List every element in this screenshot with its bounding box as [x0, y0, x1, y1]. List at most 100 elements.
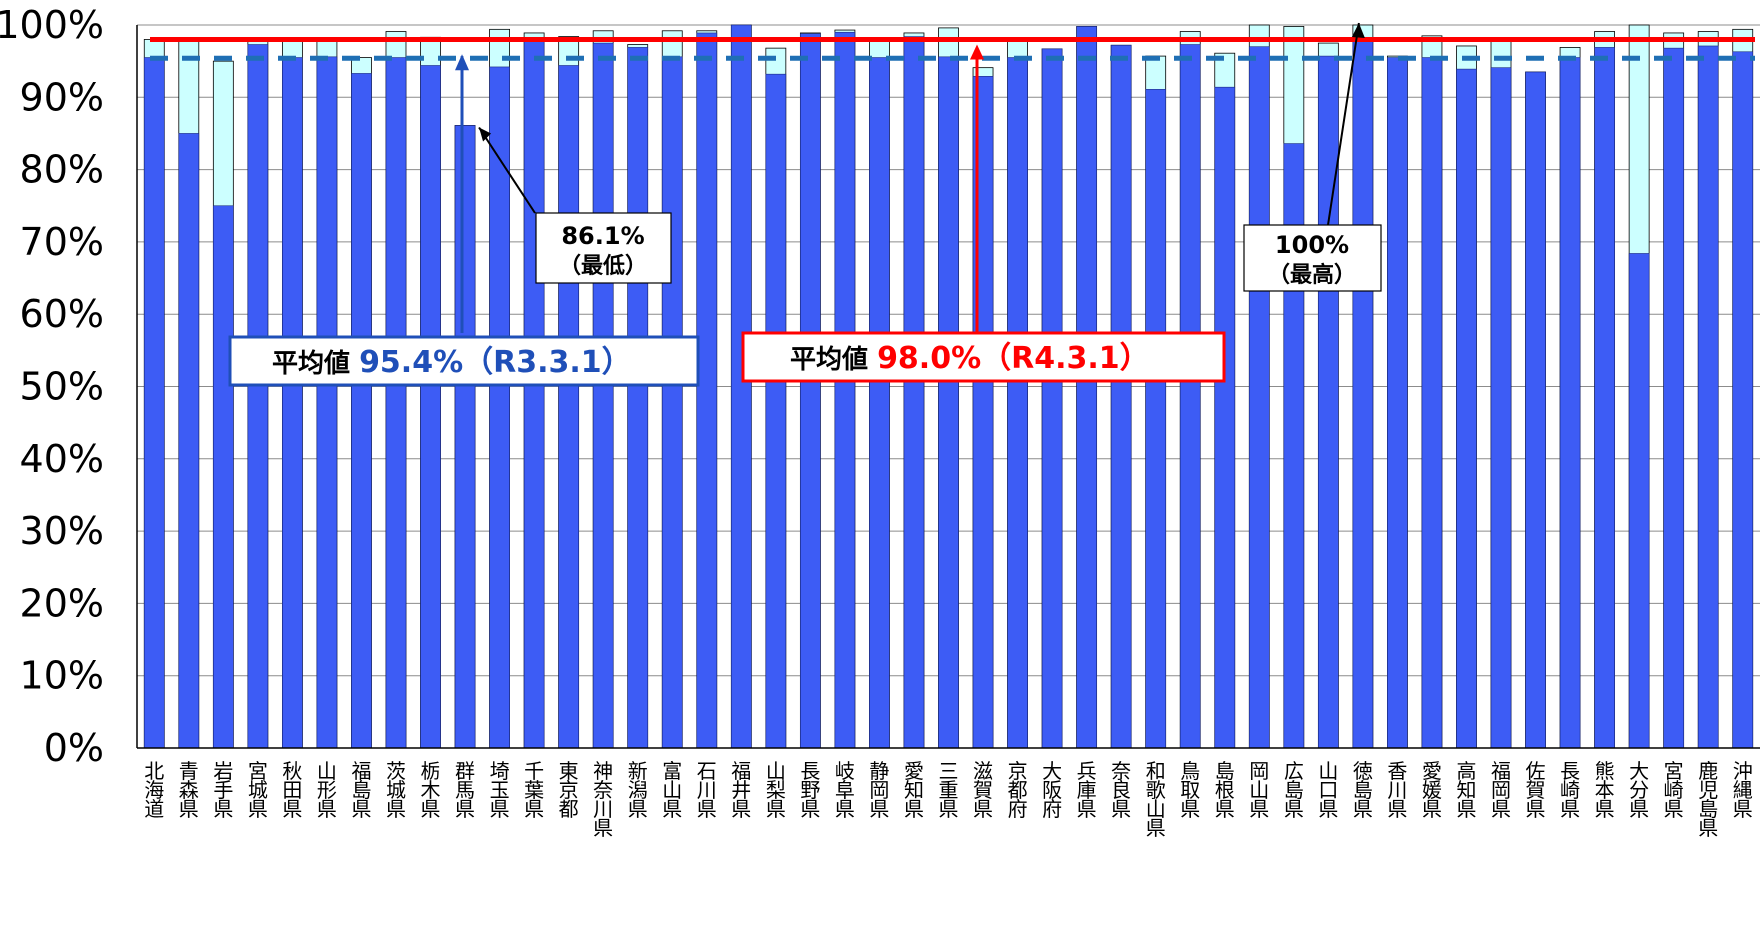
x-tick-label: 沖縄県 [1733, 759, 1753, 821]
bar-r3 [1663, 47, 1684, 749]
x-tick-label: 富山県 [662, 759, 682, 821]
avg-r3-label: 平均値 95.4%（R3.3.1） [272, 345, 632, 380]
y-axis-ticks: 0% 10% 20% 30% 40% 50% 60% 70% 80% 90% 100% [0, 3, 104, 770]
bar-r3 [178, 133, 200, 749]
x-tick-label: 福井県 [731, 759, 751, 821]
bar-r3 [765, 73, 787, 749]
bar-r3 [282, 57, 303, 749]
bar-r3 [523, 40, 545, 749]
x-tick-label: 京都府 [1008, 759, 1028, 821]
x-tick-label: 千葉県 [524, 759, 544, 821]
x-tick-label: 秋田県 [282, 759, 302, 821]
x-tick-label: 岐阜県 [835, 759, 855, 821]
x-tick-label: 北海道 [144, 759, 164, 821]
bars [143, 24, 1754, 749]
x-tick-label: 福岡県 [1491, 759, 1511, 821]
bar-r3 [1110, 44, 1132, 749]
bar-r3 [1214, 86, 1236, 749]
x-tick-label: 青森県 [179, 759, 199, 821]
avg-r3-box [228, 335, 700, 387]
bar-r3 [903, 36, 925, 749]
x-tick-label: 鳥取県 [1180, 759, 1200, 821]
y-tick-label: 30% [20, 509, 104, 553]
x-tick-label: 愛知県 [904, 759, 924, 821]
bar-r3 [1318, 55, 1339, 749]
x-tick-label: 長野県 [800, 759, 820, 821]
min-value-label: 86.1% [561, 222, 644, 250]
arrow-max [1327, 22, 1360, 226]
bar-r3 [1387, 57, 1408, 749]
min-note-label: （最低） [559, 254, 647, 279]
arrow-head-max [1351, 23, 1365, 38]
bar-r3 [1628, 253, 1650, 749]
arrow-head-avg-r4 [970, 44, 984, 60]
bar-r3 [1490, 67, 1512, 749]
max-value-label: 100% [1275, 231, 1349, 259]
x-tick-label: 東京都 [559, 759, 579, 821]
x-tick-label: 岩手県 [213, 759, 233, 821]
avg-r4-label: 平均値 98.0%（R4.3.1） [790, 341, 1150, 376]
annotations: 86.1% （最低） 100% （最高） 平均値 95.4%（R3.3.1） 平均値 98… [228, 22, 1382, 387]
bar-r3 [1041, 48, 1063, 749]
y-tick-label: 90% [20, 75, 104, 119]
bar-r3 [420, 65, 441, 749]
min-label-box [535, 212, 672, 284]
bar-r3 [1421, 57, 1443, 749]
x-tick-label: 長崎県 [1560, 759, 1580, 821]
average-lines [150, 36, 1755, 61]
x-tick-label: 宮城県 [248, 759, 268, 821]
x-tick-label: 宮崎県 [1664, 759, 1684, 821]
x-tick-label: 大阪府 [1042, 759, 1062, 821]
bar-r3 [143, 57, 165, 749]
arrow-head-avg-r3 [455, 54, 469, 71]
max-note-label: （最高） [1268, 262, 1356, 288]
x-tick-label: 山形県 [317, 759, 337, 821]
x-tick-label: 愛媛県 [1422, 759, 1442, 821]
x-tick-label: 滋賀県 [973, 759, 993, 821]
bar-r3 [869, 57, 890, 749]
x-tick-label: 高知県 [1456, 759, 1476, 821]
y-tick-label: 70% [20, 220, 104, 264]
bar-r3 [1145, 89, 1166, 749]
x-tick-label: 徳島県 [1353, 759, 1373, 821]
bar-r3 [1179, 44, 1201, 749]
arrow-head-min [479, 127, 492, 142]
bar-r3 [1352, 36, 1374, 749]
bar-r3 [800, 33, 821, 749]
x-tick-label: 新潟県 [628, 759, 648, 821]
x-tick-label: 山梨県 [766, 759, 786, 821]
bar-r3 [1732, 51, 1754, 749]
x-tick-label: 佐賀県 [1526, 759, 1546, 821]
y-tick-label: 50% [20, 365, 104, 409]
bar-r3 [1697, 45, 1719, 749]
x-tick-label: 群馬県 [455, 759, 475, 821]
x-tick-label: 広島県 [1284, 759, 1304, 821]
bar-r3 [1525, 71, 1546, 749]
x-tick-label: 山口県 [1318, 759, 1338, 821]
avg-r4-box [741, 331, 1226, 383]
bar-r3 [661, 56, 683, 749]
bar-r3 [351, 73, 372, 749]
x-axis-labels: 北海道青森県岩手県宮城県秋田県山形県福島県茨城県栃木県群馬県埼玉県千葉県東京都神… [144, 759, 1752, 840]
x-tick-label: 鹿児島県 [1698, 759, 1718, 840]
y-tick-label: 10% [20, 654, 104, 698]
bar-r3 [558, 65, 579, 749]
x-tick-label: 熊本県 [1595, 759, 1615, 821]
x-tick-label: 三重県 [939, 759, 959, 821]
y-tick-label: 0% [44, 726, 104, 770]
x-tick-label: 茨城県 [386, 759, 406, 821]
x-tick-label: 静岡県 [869, 759, 889, 821]
bar-r3 [213, 205, 234, 749]
x-tick-label: 香川県 [1387, 759, 1407, 821]
bar-r3 [592, 42, 614, 749]
x-tick-label: 兵庫県 [1077, 759, 1097, 821]
bar-r3 [1248, 46, 1270, 749]
x-tick-label: 奈良県 [1111, 759, 1131, 821]
y-tick-label: 80% [20, 148, 104, 192]
y-tick-label: 40% [20, 437, 104, 481]
x-tick-label: 神奈川県 [593, 759, 613, 840]
bar-r3 [938, 56, 959, 749]
bar-r3 [1456, 68, 1477, 749]
y-tick-label: 100% [0, 3, 104, 47]
